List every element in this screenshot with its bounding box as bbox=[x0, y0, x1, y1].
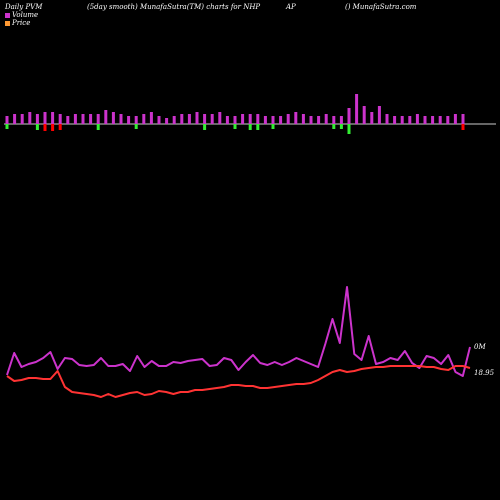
pvm-bar-up bbox=[294, 112, 298, 124]
pvm-bar-up bbox=[332, 116, 336, 124]
pvm-bar-down bbox=[134, 124, 138, 129]
legend-price: Price bbox=[5, 19, 30, 27]
pvm-bar-down bbox=[43, 124, 47, 131]
legend-volume: Volume bbox=[5, 11, 38, 19]
pvm-bar-down bbox=[51, 124, 55, 131]
pvm-bar-up bbox=[453, 114, 457, 124]
pvm-bar-down bbox=[96, 124, 100, 130]
pvm-bar-up bbox=[279, 116, 283, 124]
pvm-bar-up bbox=[408, 116, 412, 124]
pvm-bar-up bbox=[187, 114, 191, 124]
pvm-bar-up bbox=[142, 114, 146, 124]
pvm-bar-up bbox=[165, 118, 169, 124]
pvm-bar-down bbox=[5, 124, 9, 129]
pvm-bar-up bbox=[66, 116, 70, 124]
pvm-bar-up bbox=[127, 116, 131, 124]
pvm-bar-down bbox=[248, 124, 252, 130]
volume-line bbox=[6, 286, 471, 377]
pvm-bar-up bbox=[210, 114, 214, 124]
pvm-bar-up bbox=[58, 114, 62, 124]
pvm-bar-up bbox=[286, 114, 290, 124]
pvm-bar-up bbox=[347, 108, 351, 124]
pvm-bar-down bbox=[339, 124, 343, 129]
pvm-bar-up bbox=[317, 116, 321, 124]
pvm-bar-down bbox=[35, 124, 39, 130]
pvm-bar-up bbox=[461, 114, 465, 124]
chart-type-label: Daily PVM bbox=[5, 3, 43, 11]
pvm-bar-down bbox=[256, 124, 260, 130]
pvm-bar-up bbox=[263, 116, 267, 124]
pvm-bar-up bbox=[43, 112, 47, 124]
pvm-bar-down bbox=[203, 124, 207, 130]
pvm-bar-down bbox=[233, 124, 237, 129]
pvm-bar-up bbox=[400, 116, 404, 124]
legend-price-swatch bbox=[5, 20, 10, 26]
pvm-bar-up bbox=[157, 116, 161, 124]
pvm-bar-up bbox=[111, 112, 115, 124]
chart-title: (5day smooth) MunafaSutra(TM) charts for… bbox=[87, 3, 261, 11]
pvm-bar-up bbox=[149, 112, 153, 124]
pvm-bar-up bbox=[20, 114, 24, 124]
pvm-bar-up bbox=[377, 106, 381, 124]
legend-price-label: Price bbox=[12, 19, 31, 27]
pvm-bar-up bbox=[28, 112, 32, 124]
chart-symbol: AP bbox=[286, 3, 296, 11]
pvm-bar-up bbox=[81, 114, 85, 124]
pvm-bar-up bbox=[218, 112, 222, 124]
pvm-bar-up bbox=[5, 116, 9, 124]
pvm-bar-up bbox=[446, 116, 450, 124]
pvm-bar-up bbox=[73, 114, 77, 124]
pvm-bar-up bbox=[119, 114, 123, 124]
pvm-bar-up bbox=[393, 116, 397, 124]
pvm-bar-down bbox=[461, 124, 465, 130]
pvm-bar-up bbox=[309, 116, 313, 124]
pvm-bar-down bbox=[58, 124, 62, 130]
pvm-bar-up bbox=[355, 94, 359, 124]
pvm-bar-up bbox=[35, 114, 39, 124]
pvm-bar-up bbox=[271, 116, 275, 124]
pvm-bar-up bbox=[225, 116, 229, 124]
pvm-bar-up bbox=[233, 116, 237, 124]
pvm-bar-up bbox=[203, 114, 207, 124]
pvm-bar-up bbox=[180, 114, 184, 124]
pvm-bar-up bbox=[339, 116, 343, 124]
pvm-bar-up bbox=[51, 112, 55, 124]
pvm-bar-up bbox=[362, 106, 366, 124]
pvm-bar-up bbox=[324, 114, 328, 124]
pvm-bar-up bbox=[104, 110, 108, 124]
pvm-bar-up bbox=[415, 114, 419, 124]
legend-volume-swatch bbox=[5, 12, 10, 18]
pvm-bar-up bbox=[256, 114, 260, 124]
chart-source: () MunafaSutra.com bbox=[345, 3, 417, 11]
pvm-bar-up bbox=[13, 114, 17, 124]
pvm-bar-up bbox=[134, 116, 138, 124]
pvm-bar-down bbox=[332, 124, 336, 129]
volume-end-label: 0M bbox=[474, 343, 486, 351]
pvm-bar-down bbox=[347, 124, 351, 134]
pvm-bar-up bbox=[89, 114, 93, 124]
pvm-bar-up bbox=[385, 114, 389, 124]
pvm-bar-up bbox=[241, 114, 245, 124]
pvm-bar-up bbox=[431, 116, 435, 124]
pvm-bar-up bbox=[438, 116, 442, 124]
pvm-bar-up bbox=[423, 116, 427, 124]
legend-volume-label: Volume bbox=[12, 11, 39, 19]
pvm-bar-up bbox=[195, 112, 199, 124]
pvm-bar-up bbox=[96, 114, 100, 124]
price-end-label: 18.95 bbox=[474, 369, 495, 377]
price-line bbox=[6, 365, 471, 398]
pvm-bar-up bbox=[172, 116, 176, 124]
pvm-bar-up bbox=[248, 114, 252, 124]
pvm-bar-up bbox=[301, 114, 305, 124]
pvm-bar-up bbox=[370, 112, 374, 124]
pvm-bar-down bbox=[271, 124, 275, 129]
